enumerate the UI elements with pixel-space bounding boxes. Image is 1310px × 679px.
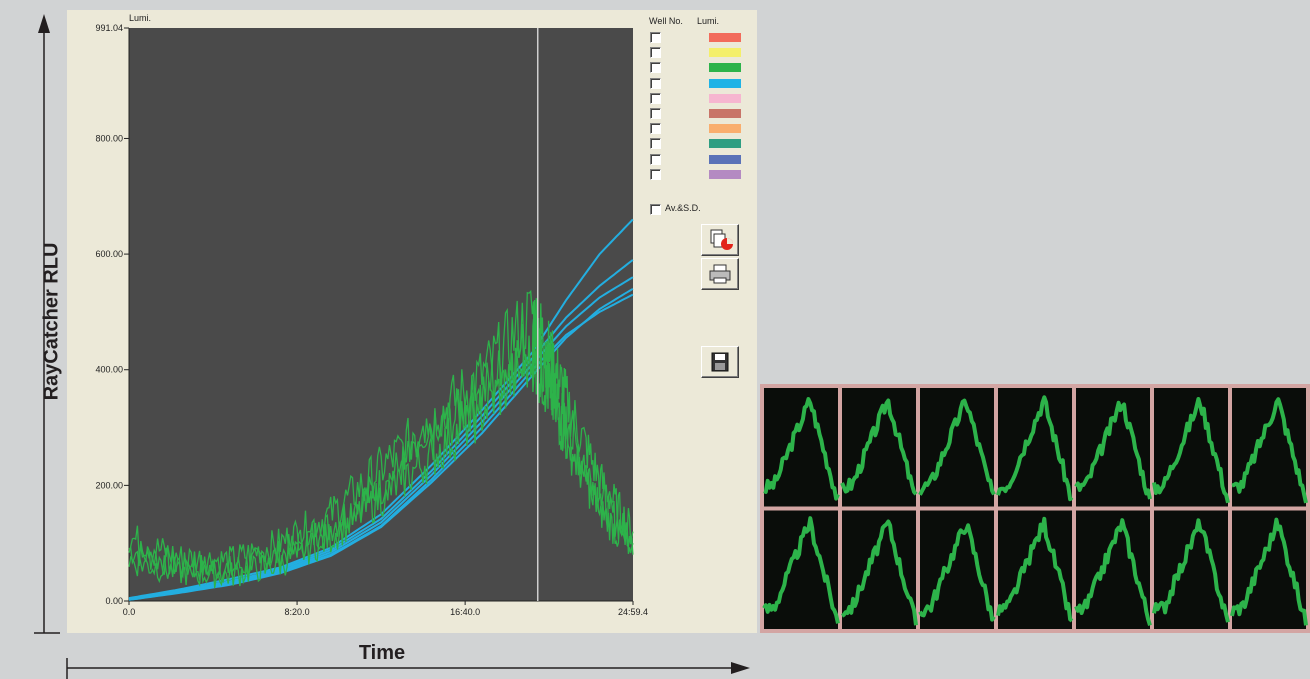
well-trace xyxy=(1152,518,1230,623)
well-trace xyxy=(1074,400,1152,500)
y-tick-label: 800.00 xyxy=(95,133,123,143)
legend-checkbox-10[interactable] xyxy=(650,168,661,180)
chart-window: Lumi. 0.00 200.00 400.00 600.00 800.00 991.04… xyxy=(67,10,757,633)
line-chart[interactable]: 0.00 200.00 400.00 600.00 800.00 991.04 0.0 8:2… xyxy=(67,10,757,633)
avsd-checkbox[interactable] xyxy=(650,204,661,215)
legend-checkbox-9[interactable] xyxy=(650,153,661,165)
well-cell xyxy=(764,388,838,507)
series-line-7 xyxy=(128,335,634,588)
legend-swatch-4 xyxy=(709,78,741,88)
y-tick-label: 0.00 xyxy=(105,596,123,606)
x-tick-label: 24:59.4 xyxy=(618,607,648,617)
y-tick-label: 200.00 xyxy=(95,480,123,490)
series-line-3 xyxy=(128,287,634,601)
legend-swatch-10 xyxy=(709,169,741,179)
legend-swatch-3 xyxy=(709,63,741,73)
save-icon xyxy=(711,352,729,372)
copy-chart-icon xyxy=(710,229,733,250)
legend-header-lumi: Lumi. xyxy=(697,16,720,26)
legend-checkbox-1[interactable] xyxy=(650,32,661,43)
well-trace-svg xyxy=(762,388,1308,629)
y-tick-label: 600.00 xyxy=(95,249,123,259)
well-trace xyxy=(918,523,996,622)
well-trace xyxy=(1231,397,1308,504)
legend-swatch-2 xyxy=(709,48,741,58)
save-button[interactable] xyxy=(701,346,739,378)
copy-chart-button[interactable] xyxy=(701,224,739,256)
well-trace xyxy=(840,398,918,496)
well-trace xyxy=(996,395,1074,502)
well-cell xyxy=(920,388,994,507)
outer-x-axis-label: Time xyxy=(358,642,406,664)
legend-swatch-8 xyxy=(709,139,741,149)
well-trace xyxy=(1074,518,1152,626)
legend-swatch-5 xyxy=(709,93,741,103)
well-cell xyxy=(1076,510,1150,629)
legend-swatch-1 xyxy=(709,33,741,42)
well-trace xyxy=(1230,517,1308,626)
legend-checkbox-6[interactable] xyxy=(650,108,661,119)
well-cell xyxy=(1154,388,1228,507)
well-trace xyxy=(762,516,840,624)
well-trace xyxy=(996,516,1074,623)
well-trace xyxy=(918,398,996,496)
legend-checkbox-4[interactable] xyxy=(650,77,661,89)
well-cell xyxy=(842,510,916,629)
y-tick-label: 400.00 xyxy=(95,365,123,375)
legend-checkbox-7[interactable] xyxy=(650,123,661,135)
well-cell xyxy=(1232,510,1306,629)
well-trace xyxy=(763,397,840,501)
legend-checkbox-8[interactable] xyxy=(650,138,661,150)
x-tick-label: 16:40.0 xyxy=(450,607,480,617)
legend-swatch-9 xyxy=(709,154,741,164)
legend-swatch-7 xyxy=(709,124,741,134)
legend-header-well: Well No. xyxy=(649,16,683,26)
x-axis-arrowhead xyxy=(731,662,750,674)
y-unit-label: Lumi. xyxy=(129,13,152,23)
print-icon xyxy=(709,264,731,284)
y-axis-arrowhead xyxy=(38,14,50,33)
legend-checkbox-5[interactable] xyxy=(650,92,661,104)
well-trace xyxy=(1152,397,1230,504)
y-tick-label: 991.04 xyxy=(95,23,123,33)
legend-checkbox-2[interactable] xyxy=(650,47,661,59)
legend-checkbox-3[interactable] xyxy=(650,62,661,74)
well-cell xyxy=(842,388,916,507)
avsd-label: Av.&S.D. xyxy=(665,203,701,213)
well-cell xyxy=(1076,388,1150,507)
legend-swatch-6 xyxy=(709,109,741,118)
series-line-6 xyxy=(128,289,634,575)
print-button[interactable] xyxy=(701,258,739,290)
outer-y-axis-label: RayCatcher RLU xyxy=(40,242,63,401)
well-trace xyxy=(841,519,918,626)
x-tick-label: 0.0 xyxy=(123,607,136,617)
well-trace-grid xyxy=(760,384,1310,633)
x-tick-label: 8:20.0 xyxy=(285,607,310,617)
